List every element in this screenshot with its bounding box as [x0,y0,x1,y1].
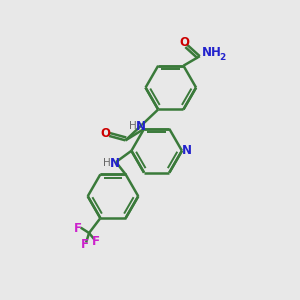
Text: N: N [182,144,192,157]
Text: N: N [136,120,146,133]
Text: 2: 2 [220,53,226,62]
Text: O: O [179,36,189,49]
Text: O: O [100,127,111,140]
Text: F: F [81,238,88,251]
Text: F: F [92,236,100,248]
Text: NH: NH [202,46,222,59]
Text: H: H [129,121,136,131]
Text: H: H [103,158,111,168]
Text: F: F [74,222,82,235]
Text: N: N [110,157,120,170]
